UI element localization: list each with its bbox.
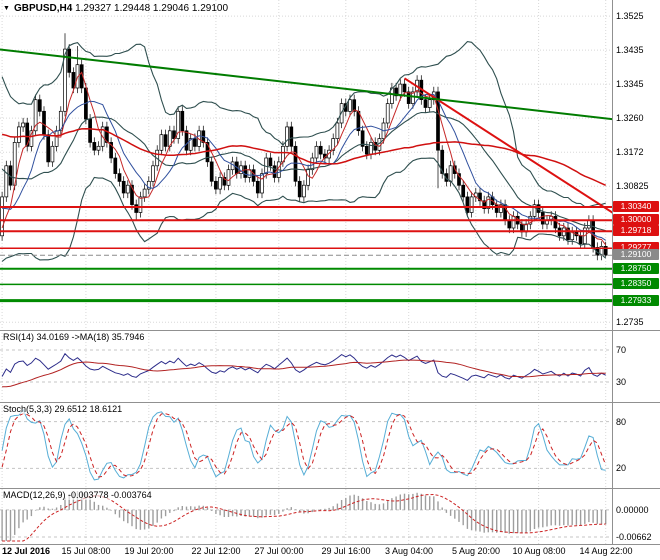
trend-line-1[interactable] — [0, 48, 639, 122]
stoch-indicator-label: Stoch(5,3,3) 29.6512 18.6121 — [3, 404, 123, 414]
symbol-timeframe-label: GBPUSD,H4 — [13, 3, 73, 14]
rsi-levels — [0, 349, 612, 383]
support-resistance-levels — [0, 206, 612, 303]
price-axis-separator — [612, 0, 613, 544]
stoch-axis-tick: 20 — [616, 463, 627, 473]
rsi-line — [1, 352, 606, 382]
price-level-badge: 1.27933 — [613, 295, 659, 306]
price-axis-tick: 1.2735 — [616, 317, 644, 327]
time-axis-tick: 19 Jul 20:00 — [124, 546, 174, 556]
panel-separator-stoch — [0, 402, 660, 403]
time-axis-tick: 12 Jul 2016 — [2, 546, 51, 556]
stoch-axis-tick: 80 — [616, 417, 627, 427]
macd-indicator-label: MACD(12,26,9) -0.003778 -0.003764 — [3, 490, 152, 500]
time-axis-tick: 27 Jul 00:00 — [254, 546, 304, 556]
plot-area[interactable] — [0, 0, 639, 544]
price-axis-tick: 1.3525 — [616, 11, 644, 21]
chart-canvas[interactable] — [0, 0, 660, 544]
price-level-badge: 1.30340 — [613, 201, 659, 212]
panel-separator-rsi — [0, 330, 660, 331]
price-level-badge: 1.29718 — [613, 225, 659, 236]
ma-55-line — [1, 127, 607, 186]
panel-separator-macd — [0, 488, 660, 489]
price-level-badge: 1.28750 — [613, 263, 659, 274]
rsi-indicator-label: RSI(14) 34.0169 ->MA(18) 35.7946 — [3, 332, 145, 342]
time-axis-tick: 14 Aug 22:00 — [579, 546, 633, 556]
time-axis[interactable]: 12 Jul 2016 15 Jul 08:00 19 Jul 20:00 22 Ju… — [0, 545, 660, 560]
price-axis[interactable]: 1.3525 1.3435 1.3345 1.3260 1.3172 1.30825 1.2… — [613, 0, 660, 544]
bollinger-lower — [1, 157, 607, 262]
trend-line-0[interactable] — [403, 77, 640, 230]
chart-title: ▼ GBPUSD,H4 1.29327 1.29448 1.29046 1.291… — [3, 3, 228, 14]
rsi-axis-tick: 70 — [616, 345, 627, 355]
time-axis-tick: 5 Aug 20:00 — [451, 546, 501, 556]
time-axis-tick: 10 Aug 08:00 — [512, 546, 566, 556]
stoch-levels — [0, 421, 612, 469]
ohlc-readout: 1.29327 1.29448 1.29046 1.29100 — [75, 3, 229, 14]
price-axis-tick: 1.30825 — [616, 181, 649, 191]
macd-axis-tick: -0.00662 — [616, 532, 652, 542]
rsi-axis-tick: 30 — [616, 377, 627, 387]
rsi-ma-line — [2, 359, 606, 388]
time-axis-tick: 3 Aug 04:00 — [384, 546, 434, 556]
macd-axis-tick: 0.00000 — [616, 505, 649, 515]
bollinger-middle — [1, 111, 606, 232]
macd-signal-line — [2, 493, 606, 542]
price-axis-tick: 1.3172 — [616, 147, 644, 157]
stoch-k-line — [1, 408, 606, 481]
price-axis-tick: 1.3345 — [616, 79, 644, 89]
time-axis-tick: 29 Jul 16:00 — [321, 546, 371, 556]
price-axis-tick: 1.3435 — [616, 45, 644, 55]
price-level-badge: 1.28350 — [613, 278, 659, 289]
bollinger-upper — [1, 41, 606, 208]
price-axis-tick: 1.3260 — [616, 113, 644, 123]
ma-10-line — [2, 93, 606, 241]
price-level-badge: 1.29277 — [613, 242, 659, 253]
price-level-badge: 1.30000 — [613, 214, 659, 225]
time-axis-tick: 15 Jul 08:00 — [61, 546, 111, 556]
symbol-dropdown-icon[interactable]: ▼ — [3, 5, 10, 12]
price-level-badge: 1.29100 — [613, 249, 659, 260]
stoch-d-line — [1, 412, 607, 478]
macd-histogram — [1, 491, 607, 541]
time-axis-tick: 22 Jul 12:00 — [191, 546, 241, 556]
panel-separator-axis — [0, 544, 660, 545]
